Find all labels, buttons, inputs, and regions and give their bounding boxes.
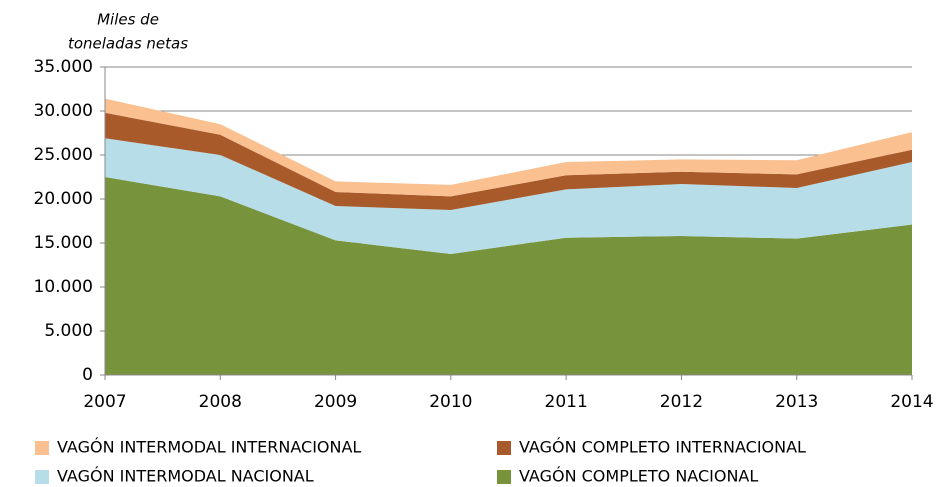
legend-label: VAGÓN COMPLETO NACIONAL (519, 467, 758, 486)
x-tick-label: 2010 (429, 392, 472, 412)
legend-label: VAGÓN INTERMODAL NACIONAL (57, 467, 314, 486)
area (105, 98, 912, 197)
y-tick-label: 0 (82, 365, 93, 385)
y-tick-label: 5.000 (44, 321, 93, 341)
x-tick-label: 2013 (775, 392, 818, 412)
legend-label: VAGÓN INTERMODAL INTERNACIONAL (57, 438, 361, 457)
x-tick-label: 2011 (545, 392, 588, 412)
x-tick-label: 2007 (83, 392, 126, 412)
legend-swatch (497, 441, 511, 455)
y-axis-label: Miles de (97, 11, 159, 29)
y-axis-label: toneladas netas (68, 35, 188, 53)
x-tick-label: 2009 (314, 392, 357, 412)
x-tick-label: 2012 (660, 392, 703, 412)
legend-swatch (35, 470, 49, 484)
area (105, 177, 912, 375)
y-tick-label: 25.000 (34, 145, 93, 165)
area (105, 112, 912, 210)
x-tick-label: 2008 (199, 392, 242, 412)
legend-swatch (497, 470, 511, 484)
y-tick-label: 10.000 (34, 277, 93, 297)
y-tick-label: 15.000 (34, 233, 93, 253)
legend-swatch (35, 441, 49, 455)
area (105, 138, 912, 254)
y-tick-label: 20.000 (34, 189, 93, 209)
y-tick-label: 30.000 (34, 101, 93, 121)
x-tick-label: 2014 (890, 392, 933, 412)
legend-label: VAGÓN COMPLETO INTERNACIONAL (519, 438, 806, 457)
y-tick-label: 35.000 (34, 57, 93, 77)
